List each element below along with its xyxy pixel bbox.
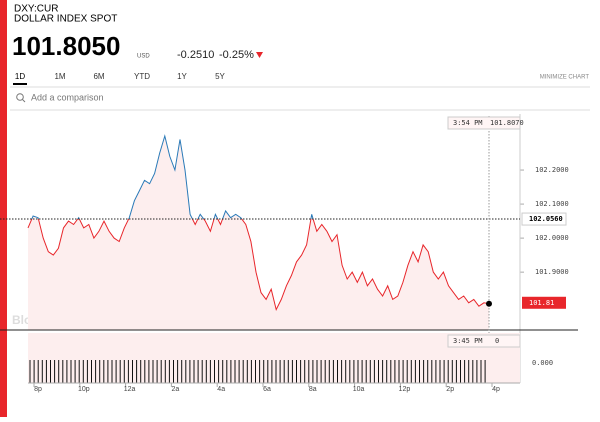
tab[interactable]: 1D [15, 72, 25, 81]
search-icon-handle [22, 99, 26, 103]
x-tick-label: 2p [446, 386, 454, 393]
volume-time: 3:45 PM [453, 337, 483, 345]
comparison-search[interactable]: Add a comparison [31, 92, 104, 102]
tab[interactable]: 6M [93, 72, 104, 81]
plot: BloombergMarkets101.9000102.0000102.1000… [0, 114, 578, 393]
volume-bg [28, 333, 520, 383]
x-tick-label: 6a [263, 386, 271, 393]
cursor-box [447, 116, 521, 130]
x-tick-label: 12a [124, 386, 136, 393]
area [28, 136, 489, 330]
ticker: DXY:CUR [14, 4, 58, 15]
y-tick-label: 102.2000 [535, 166, 569, 174]
y-tick-label: 102.0000 [535, 234, 569, 242]
x-tick-label: 4a [217, 386, 225, 393]
x-tick-label: 8p [34, 386, 42, 393]
down-arrow [256, 52, 263, 58]
tab[interactable]: 1M [54, 72, 65, 81]
prev-close-box [521, 212, 567, 226]
prev-close-label: 102.0560 [529, 215, 563, 223]
last-value-label: 101.81 [529, 299, 554, 307]
volume-box [447, 334, 521, 348]
change: -0.2510 [177, 49, 214, 61]
x-tick-label: 2a [172, 386, 180, 393]
y-tick-label: 101.9000 [535, 268, 569, 276]
tab[interactable]: 5Y [215, 72, 225, 81]
y-tick-label: 102.1000 [535, 200, 569, 208]
x-tick-label: 12p [399, 386, 411, 393]
cursor-time: 3:54 PM [453, 119, 483, 127]
cursor-value: 101.8070 [490, 119, 524, 127]
x-tick-label: 8a [309, 386, 317, 393]
search-icon [16, 93, 24, 101]
cursor-dot [486, 300, 492, 307]
last-value-box [522, 296, 566, 309]
change-pct: -0.25% [219, 49, 254, 61]
x-tick-label: 10a [353, 386, 365, 393]
x-tick-label: 4p [492, 386, 500, 393]
currency: USD [137, 54, 150, 60]
side-bar [0, 0, 7, 417]
volume-value: 0 [495, 337, 499, 345]
tab[interactable]: YTD [134, 72, 150, 81]
security-name: DOLLAR INDEX SPOT [14, 14, 117, 25]
line-below [27, 219, 490, 312]
volume-axis-label: 0.000 [532, 359, 553, 367]
tabs: 1D 1M 6M YTD 1Y 5Y [13, 72, 226, 85]
minimize-chart[interactable]: MINIMIZE CHART [540, 75, 590, 81]
tab[interactable]: 1Y [177, 72, 187, 81]
x-tick-label: 10p [78, 386, 90, 393]
price: 101.8050 [12, 31, 120, 61]
